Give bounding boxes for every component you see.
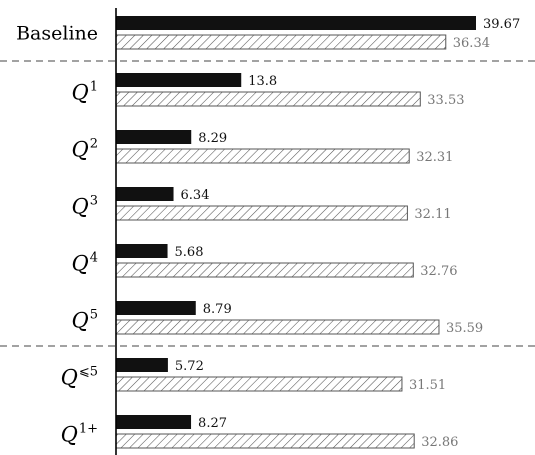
category-label-7: Q1+ [61,422,98,447]
value-label-hatched-3: 32.11 [414,207,451,222]
bar-solid-6 [116,358,168,372]
bar-hatched-4 [115,262,414,278]
bar-solid-3 [116,187,174,201]
category-label-1: Q1 [72,80,99,105]
bar-solid-2 [116,130,192,144]
value-label-solid-6: 5.72 [175,359,204,374]
value-label-hatched-6: 31.51 [409,378,446,393]
category-labels: Baseline Q1 Q2 Q3 Q4 Q5 Q⩽5 Q1+ [16,23,98,447]
value-labels: 39.67 36.34 13.8 33.53 8.29 32.31 6.34 32.11 5.6… [175,17,521,450]
value-label-hatched-0: 36.34 [453,36,490,51]
value-label-solid-7: 8.27 [198,416,227,431]
category-label-2: Q2 [72,137,99,162]
bar-hatched-1 [115,91,421,107]
bar-hatched-6 [115,376,403,392]
bars [115,16,476,449]
value-label-solid-4: 5.68 [175,245,204,260]
value-label-solid-1: 13.8 [248,74,277,89]
value-label-hatched-5: 35.59 [446,321,483,336]
value-label-hatched-4: 32.76 [420,264,457,279]
bar-hatched-7 [115,433,415,449]
value-label-solid-2: 8.29 [198,131,227,146]
category-label-3: Q3 [72,194,99,219]
value-label-hatched-2: 32.31 [416,150,453,165]
category-label-5: Q5 [72,308,99,333]
bar-solid-5 [116,301,196,315]
bar-solid-7 [116,415,192,429]
group-separators [0,60,535,347]
bar-solid-0 [116,16,476,30]
value-label-solid-5: 8.79 [203,302,232,317]
value-label-solid-3: 6.34 [181,188,210,203]
value-label-hatched-7: 32.86 [421,435,458,450]
category-label-0: Baseline [16,23,98,45]
bar-solid-1 [116,73,242,87]
value-label-solid-0: 39.67 [483,17,520,32]
category-label-4: Q4 [72,251,99,276]
bar-hatched-5 [115,319,440,335]
category-label-6: Q⩽5 [61,365,98,390]
bar-hatched-0 [115,34,447,50]
bar-hatched-3 [115,205,408,221]
bar-solid-4 [116,244,168,258]
bar-hatched-2 [115,148,410,164]
value-label-hatched-1: 33.53 [427,93,464,108]
